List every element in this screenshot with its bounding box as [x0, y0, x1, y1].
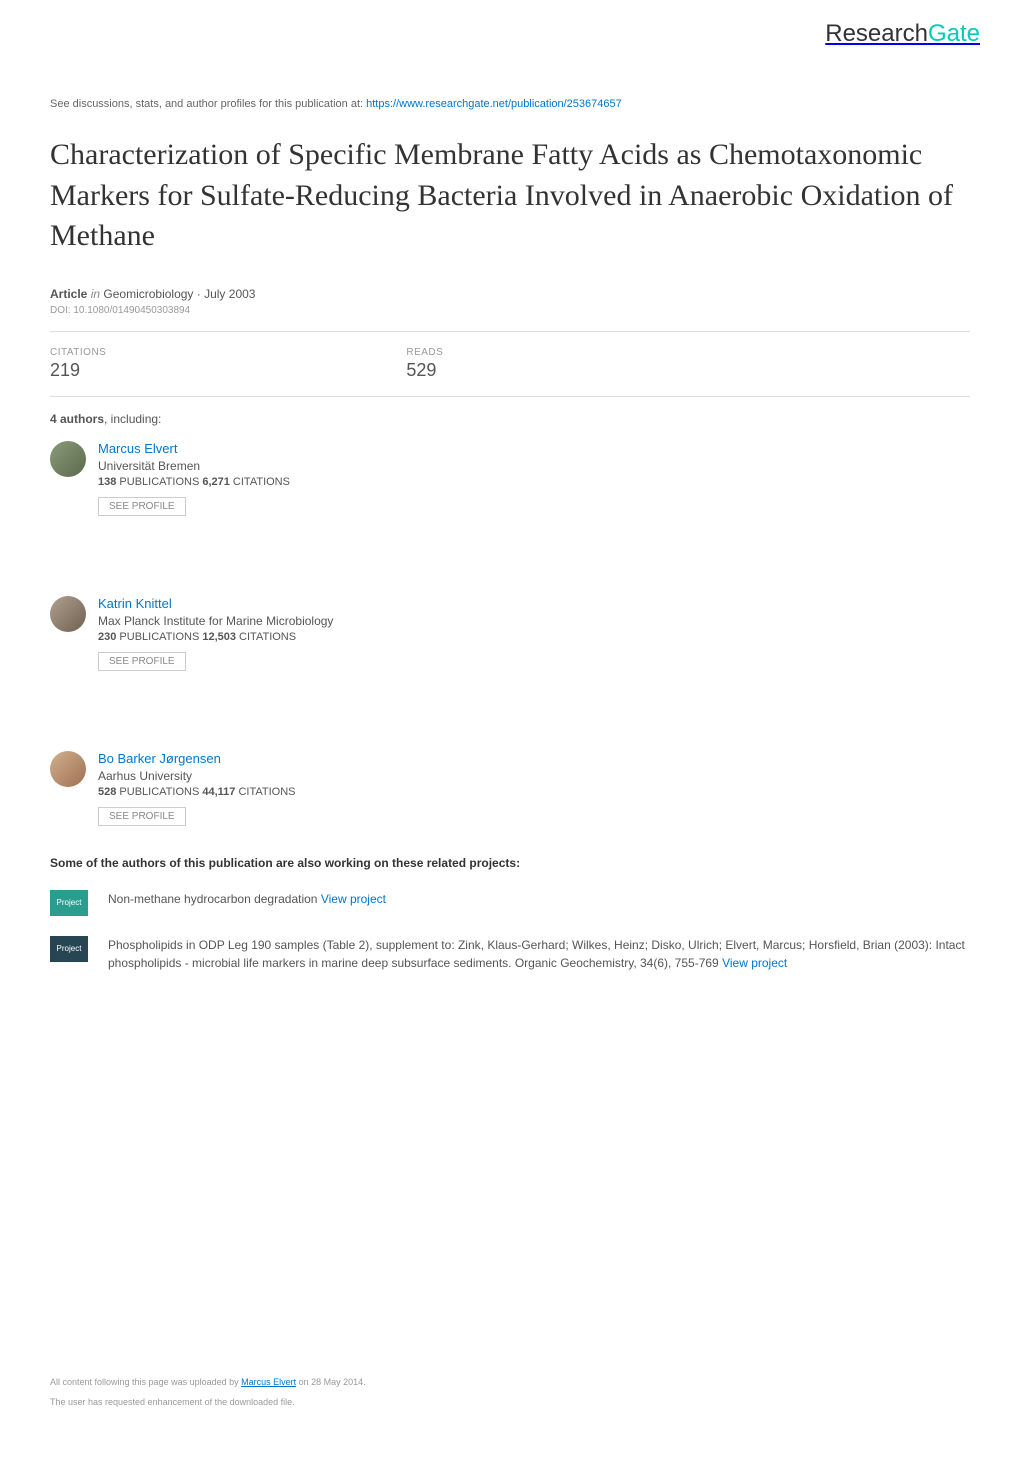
logo-text-gate: Gate [928, 20, 980, 47]
reads-value: 529 [406, 360, 443, 381]
authors-header: 4 authors, including: [50, 412, 970, 426]
author-stats: 528 PUBLICATIONS 44,117 CITATIONS [98, 786, 295, 798]
author-count: 4 authors [50, 412, 104, 426]
publication-title: Characterization of Specific Membrane Fa… [50, 135, 970, 257]
page-footer: All content following this page was uplo… [0, 1347, 416, 1437]
citations-block: CITATIONS 219 [50, 347, 106, 381]
main-content: See discussions, stats, and author profi… [0, 68, 1020, 1022]
project-description: Phospholipids in ODP Leg 190 samples (Ta… [108, 938, 965, 970]
cites-label: CITATIONS [235, 786, 295, 798]
author-name-link[interactable]: Marcus Elvert [98, 441, 290, 456]
author-name-link[interactable]: Katrin Knittel [98, 596, 333, 611]
authors-suffix: , including: [104, 412, 161, 426]
author-card: Bo Barker Jørgensen Aarhus University 52… [50, 751, 430, 826]
author-avatar[interactable] [50, 596, 86, 632]
publication-url-link[interactable]: https://www.researchgate.net/publication… [366, 98, 622, 110]
author-card: Katrin Knittel Max Planck Institute for … [50, 596, 430, 671]
project-description: Non-methane hydrocarbon degradation [108, 892, 321, 906]
footer-suffix: on 28 May 2014. [296, 1377, 366, 1387]
pubs-label: PUBLICATIONS [116, 786, 202, 798]
footer-line-1: All content following this page was uplo… [50, 1377, 366, 1387]
author-avatar[interactable] [50, 751, 86, 787]
project-text: Phospholipids in ODP Leg 190 samples (Ta… [108, 936, 970, 972]
author-affiliation: Max Planck Institute for Marine Microbio… [98, 614, 333, 628]
pubs-label: PUBLICATIONS [116, 631, 202, 643]
author-cites: 12,503 [202, 631, 236, 643]
stats-row: CITATIONS 219 READS 529 [50, 347, 970, 381]
see-profile-button[interactable]: SEE PROFILE [98, 652, 186, 671]
article-in: in [91, 287, 100, 301]
doi-text: DOI: 10.1080/01490450303894 [50, 305, 970, 316]
article-metadata: Article in Geomicrobiology · July 2003 [50, 287, 970, 301]
footer-prefix: All content following this page was uplo… [50, 1377, 241, 1387]
article-label: Article [50, 287, 87, 301]
reads-label: READS [406, 347, 443, 358]
logo-text-research: Research [825, 20, 928, 47]
author-card: Marcus Elvert Universität Bremen 138 PUB… [50, 441, 430, 516]
publication-meta-line: See discussions, stats, and author profi… [50, 98, 970, 110]
project-row: Project Phospholipids in ODP Leg 190 sam… [50, 936, 970, 972]
cites-label: CITATIONS [230, 476, 290, 488]
see-profile-button[interactable]: SEE PROFILE [98, 497, 186, 516]
project-text: Non-methane hydrocarbon degradation View… [108, 890, 386, 908]
authors-grid: Marcus Elvert Universität Bremen 138 PUB… [50, 441, 970, 826]
author-affiliation: Aarhus University [98, 769, 295, 783]
view-project-link[interactable]: View project [722, 956, 787, 970]
author-avatar[interactable] [50, 441, 86, 477]
author-stats: 230 PUBLICATIONS 12,503 CITATIONS [98, 631, 333, 643]
author-cites: 6,271 [202, 476, 230, 488]
citations-value: 219 [50, 360, 106, 381]
author-stats: 138 PUBLICATIONS 6,271 CITATIONS [98, 476, 290, 488]
view-project-link[interactable]: View project [321, 892, 386, 906]
reads-block: READS 529 [406, 347, 443, 381]
project-badge-icon: Project [50, 936, 88, 962]
projects-header: Some of the authors of this publication … [50, 856, 970, 870]
researchgate-logo[interactable]: ResearchGate [825, 20, 980, 48]
author-pubs: 138 [98, 476, 116, 488]
cites-label: CITATIONS [236, 631, 296, 643]
project-row: Project Non-methane hydrocarbon degradat… [50, 890, 970, 916]
author-affiliation: Universität Bremen [98, 459, 290, 473]
footer-line-2: The user has requested enhancement of th… [50, 1397, 366, 1407]
footer-author-link[interactable]: Marcus Elvert [241, 1377, 296, 1387]
citations-label: CITATIONS [50, 347, 106, 358]
author-cites: 44,117 [202, 786, 235, 798]
pubs-label: PUBLICATIONS [116, 476, 202, 488]
article-journal: Geomicrobiology · July 2003 [103, 287, 255, 301]
meta-prefix: See discussions, stats, and author profi… [50, 98, 366, 110]
divider-1 [50, 331, 970, 332]
page-header: ResearchGate [0, 0, 1020, 68]
author-pubs: 528 [98, 786, 116, 798]
see-profile-button[interactable]: SEE PROFILE [98, 807, 186, 826]
author-info: Marcus Elvert Universität Bremen 138 PUB… [98, 441, 290, 516]
author-pubs: 230 [98, 631, 116, 643]
project-badge-icon: Project [50, 890, 88, 916]
author-name-link[interactable]: Bo Barker Jørgensen [98, 751, 295, 766]
divider-2 [50, 396, 970, 397]
author-info: Bo Barker Jørgensen Aarhus University 52… [98, 751, 295, 826]
author-info: Katrin Knittel Max Planck Institute for … [98, 596, 333, 671]
